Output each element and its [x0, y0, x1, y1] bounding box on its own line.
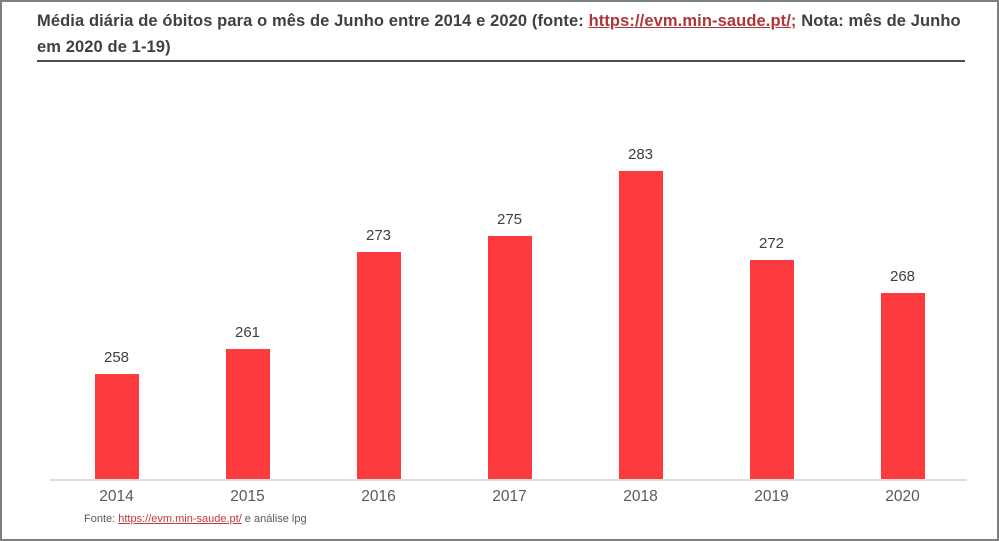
bar-2014: [94, 373, 139, 479]
source-note-suffix: e análise lpg: [241, 513, 307, 525]
source-note-link[interactable]: https://evm.min-saude.pt/: [118, 513, 242, 525]
source-note: Fonte: https://evm.min-saude.pt/ e análi…: [84, 513, 307, 525]
x-axis-label: 2019: [754, 488, 789, 505]
bar-2018: [618, 171, 663, 479]
bar-value-label: 261: [234, 324, 261, 342]
bar-value-label: 258: [103, 348, 130, 366]
title-note-text: Nota: mês de Junho em 2020 de 1-19): [37, 12, 961, 56]
x-axis-label: 2018: [623, 488, 658, 505]
bar-2017: [487, 236, 532, 479]
x-axis-label: 2015: [230, 488, 265, 505]
bar-2015: [225, 349, 270, 479]
title-text: Média diária de óbitos para o mês de Jun…: [37, 12, 589, 30]
x-axis-label: 2017: [492, 488, 527, 505]
bar-2019: [749, 260, 794, 479]
x-axis-label: 2020: [885, 488, 920, 505]
chart-title: Média diária de óbitos para o mês de Jun…: [37, 8, 967, 60]
x-axis-label: 2016: [361, 488, 396, 505]
title-divider: [37, 60, 965, 62]
bar-value-label: 275: [496, 211, 523, 228]
bar-value-label: 272: [758, 235, 785, 253]
bar-2020: [880, 292, 925, 479]
bar-value-label: 268: [889, 267, 916, 285]
x-axis-line: [50, 479, 967, 481]
x-axis-label: 2014: [99, 488, 134, 505]
source-note-prefix: Fonte:: [84, 513, 119, 525]
title-semicolon: ;: [790, 12, 797, 30]
title-source-link[interactable]: https://evm.min-saude.pt/: [588, 12, 791, 30]
bar-value-label: 283: [627, 146, 654, 164]
bar-value-label: 273: [365, 227, 392, 245]
bar-2016: [356, 252, 401, 479]
